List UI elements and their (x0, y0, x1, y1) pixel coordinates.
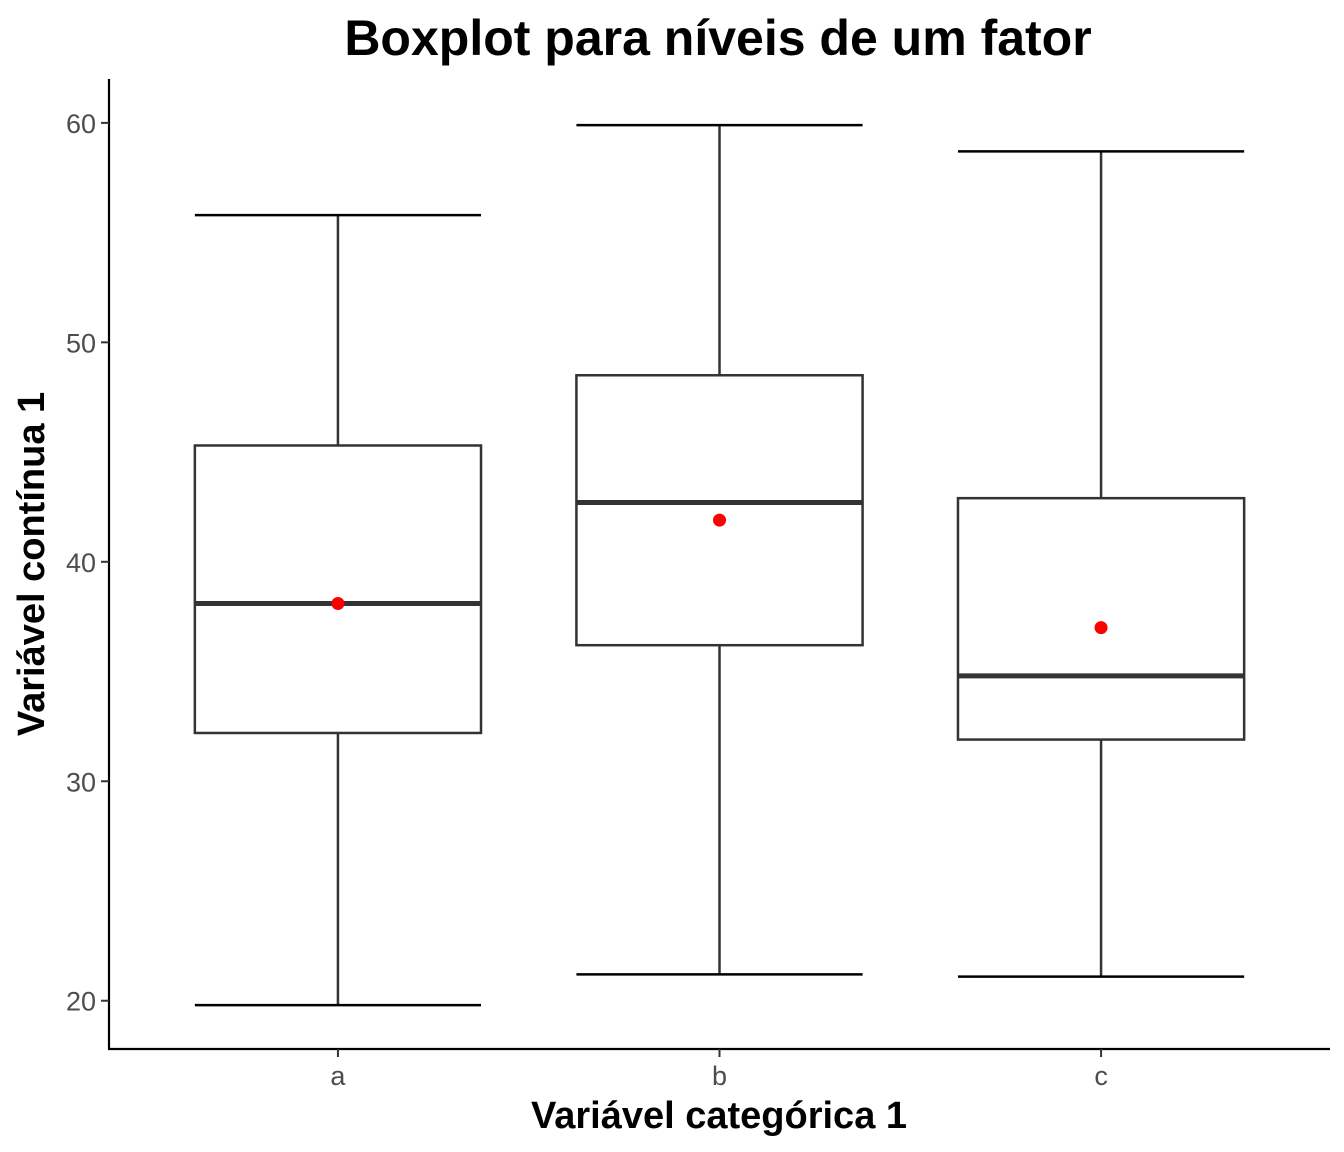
mean-point-b (713, 513, 726, 527)
y-axis-ticks: 20 30 40 50 60 (66, 109, 109, 1017)
y-axis-label: Variável contínua 1 (11, 392, 53, 736)
y-tick-label-50: 50 (66, 328, 96, 358)
y-tick-label-30: 30 (66, 767, 96, 797)
box-group-b (575, 123, 864, 976)
mean-point-a (331, 597, 345, 611)
chart-title: Boxplot para níveis de um fator (344, 10, 1091, 66)
plot-area (193, 123, 1246, 1007)
iqr-box-c (956, 496, 1246, 741)
iqr-box-b (575, 374, 864, 647)
box-group-c (956, 150, 1246, 978)
mean-point-c (1094, 621, 1108, 635)
x-tick-label-c: c (1094, 1061, 1108, 1091)
x-tick-label-b: b (712, 1061, 727, 1091)
x-axis-ticks: a b c (330, 1049, 1108, 1091)
box-group-a (193, 213, 483, 1007)
y-tick-label-20: 20 (66, 987, 96, 1017)
y-tick-label-60: 60 (66, 109, 96, 139)
x-tick-label-a: a (330, 1061, 346, 1091)
x-axis-label: Variável categórica 1 (531, 1095, 907, 1137)
y-tick-label-40: 40 (66, 548, 96, 578)
iqr-box-a (193, 444, 483, 735)
